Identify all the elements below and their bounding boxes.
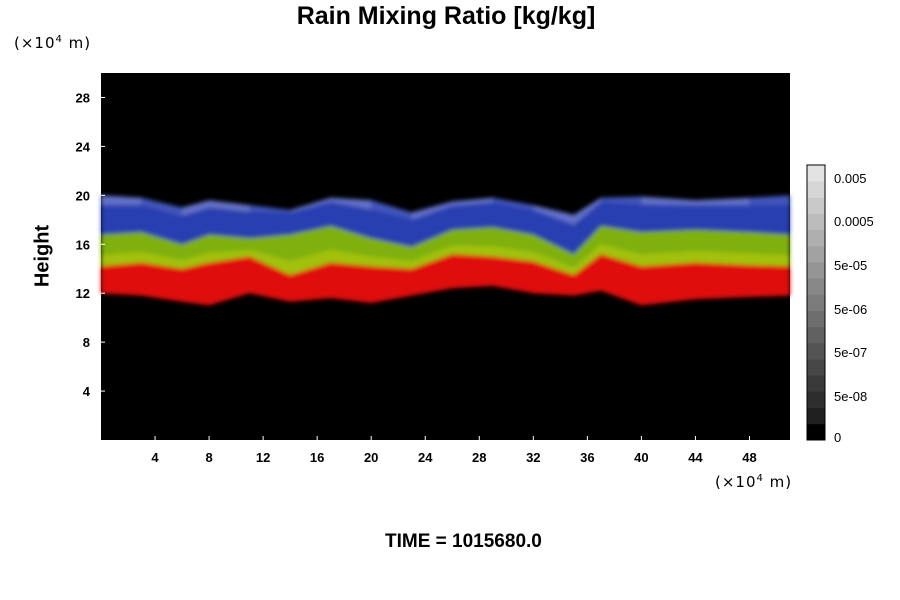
band-haze <box>641 196 696 206</box>
y-tick-label: 16 <box>76 237 90 252</box>
colorbar-label: 5e-07 <box>834 345 867 360</box>
band-yellow <box>182 252 210 269</box>
colorbar-swatch <box>807 310 825 328</box>
band-haze <box>290 197 331 213</box>
colorbar-frame <box>806 164 826 441</box>
band-red <box>101 254 790 306</box>
band-yellow <box>492 246 534 262</box>
colorbar-label: 5e-06 <box>834 302 867 317</box>
x-tick-label: 28 <box>472 450 486 465</box>
band-yellow <box>600 244 642 267</box>
colorbar-swatch <box>807 213 825 231</box>
band-yellow <box>209 250 250 263</box>
colorbar-swatch <box>807 165 825 182</box>
x-tick-label: 8 <box>205 450 212 465</box>
y-tick-label: 28 <box>76 90 90 105</box>
x-tick-label: 32 <box>526 450 540 465</box>
band-haze <box>749 195 790 206</box>
band-yellow <box>533 251 574 275</box>
x-tick-label: 16 <box>310 450 324 465</box>
band-haze <box>533 205 574 225</box>
band-haze <box>330 197 372 210</box>
band-haze <box>695 197 750 206</box>
x-tick-label: 36 <box>580 450 594 465</box>
band-yellow <box>573 244 601 275</box>
colorbar-label: 0 <box>834 430 841 445</box>
colorbar-swatch <box>807 359 825 376</box>
colorbar-swatch <box>807 229 825 247</box>
band-haze <box>249 205 291 213</box>
band-haze <box>141 197 183 217</box>
band-haze <box>411 201 453 220</box>
x-ticks: 4 8 12 16 20 24 28 32 36 40 44 48 <box>151 436 757 465</box>
band-haze <box>573 197 601 225</box>
rain-field <box>101 195 790 306</box>
x-tick-label: 20 <box>364 450 378 465</box>
colorbar-swatch <box>807 407 825 425</box>
band-yellow <box>371 256 412 269</box>
band-yellow <box>749 253 790 267</box>
x-tick-label: 24 <box>418 450 433 465</box>
colorbar-swatch <box>807 423 825 441</box>
colorbar-swatch <box>807 181 825 198</box>
band-yellow <box>695 251 750 266</box>
colorbar-label: 5e-05 <box>834 258 867 273</box>
band-yellow <box>641 251 696 267</box>
band-haze <box>371 200 412 220</box>
time-label: TIME = 1015680.0 <box>385 531 542 552</box>
band-haze <box>452 197 493 206</box>
x-tick-label: 12 <box>256 450 270 465</box>
band-haze <box>182 200 210 217</box>
band-yellow <box>411 245 453 269</box>
colorbar: 0 5e-08 5e-07 5e-06 5e-05 0.0005 0.005 <box>806 164 874 445</box>
x-axis-unit: (×104 m) <box>715 473 793 491</box>
x-tick-label: 48 <box>742 450 756 465</box>
x-tick-label: 44 <box>688 450 703 465</box>
colorbar-swatch <box>807 197 825 214</box>
colorbar-label: 0.005 <box>834 171 867 186</box>
colorbar-swatch <box>807 278 825 295</box>
band-haze <box>492 197 534 211</box>
band-yellow <box>141 251 183 269</box>
y-tick-label: 4 <box>83 384 91 399</box>
colorbar-label: 5e-08 <box>834 389 867 404</box>
chart-title: Rain Mixing Ratio [kg/kg] <box>296 2 596 30</box>
y-tick-label: 24 <box>76 139 91 154</box>
band-haze <box>600 196 642 205</box>
colorbar-swatch <box>807 294 825 311</box>
band-haze <box>209 200 250 212</box>
colorbar-swatch <box>807 342 825 360</box>
y-tick-label: 20 <box>76 188 90 203</box>
band-yellow <box>452 245 493 257</box>
y-ticks: 4 8 12 16 20 24 28 <box>76 90 105 399</box>
y-tick-label: 8 <box>83 335 90 350</box>
colorbar-swatch <box>807 245 825 263</box>
band-yellow <box>101 251 142 267</box>
y-axis-unit: (×104 m) <box>14 34 92 52</box>
colorbar-swatch <box>807 262 825 279</box>
colorbar-swatch <box>807 326 825 344</box>
colorbar-label: 0.0005 <box>834 214 874 229</box>
band-haze <box>101 195 142 206</box>
x-tick-label: 4 <box>151 450 159 465</box>
colorbar-swatch <box>807 375 825 392</box>
band-yellow <box>290 249 331 275</box>
y-tick-label: 12 <box>76 286 90 301</box>
x-tick-label: 40 <box>634 450 648 465</box>
band-yellow <box>330 249 372 267</box>
band-yellow <box>249 250 291 275</box>
colorbar-swatch <box>807 391 825 408</box>
